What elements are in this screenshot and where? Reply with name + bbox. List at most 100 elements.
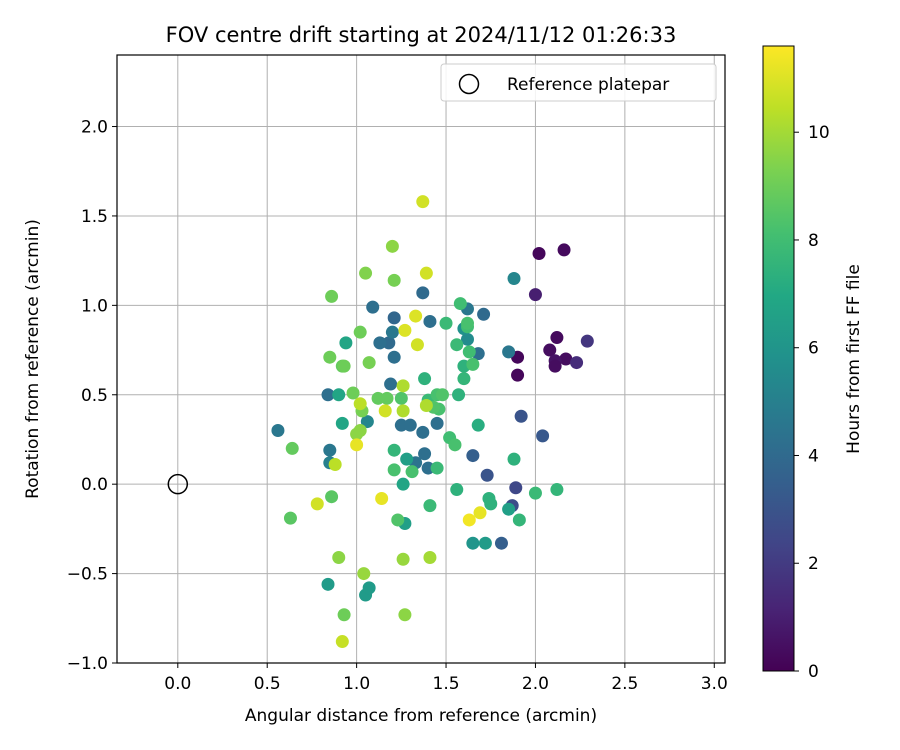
data-point [439,316,453,330]
data-point [394,391,408,405]
data-point [507,272,521,286]
data-point [398,323,412,337]
data-point [410,338,424,352]
data-point [323,443,337,457]
data-point [271,424,285,438]
data-point [387,273,401,287]
data-point [387,311,401,325]
data-point [335,635,349,649]
data-point [400,452,414,466]
legend-box [440,63,717,102]
colorbar-tick-label: 6 [808,339,819,359]
data-point [384,377,398,391]
colorbar-tick-label: 10 [808,123,830,143]
data-point [346,386,360,400]
y-tick-label: 1.0 [81,296,108,316]
data-point [359,266,373,280]
x-tick-label: 2.0 [522,674,549,694]
data-point [403,418,417,432]
data-point [283,511,297,525]
data-point [360,415,374,429]
legend: Reference platepar [440,63,717,102]
x-tick-label: 0.5 [254,674,281,694]
y-tick-label: −1.0 [67,654,108,674]
data-point [396,379,410,393]
data-point [405,465,419,479]
data-point [387,463,401,477]
data-point [418,447,432,461]
data-point [321,388,335,402]
data-point [536,429,550,443]
data-point [507,452,521,466]
data-point [382,336,396,350]
data-point [385,325,399,339]
plot-frame [116,54,726,664]
data-point [332,388,346,402]
y-tick-label: 2.0 [81,118,108,138]
reference-platepar-marker [167,473,189,495]
y-tick-label: −0.5 [67,565,108,585]
data-point [435,388,449,402]
x-axis-label: Angular distance from reference (arcmin) [245,706,597,726]
data-point [419,398,433,412]
y-tick-label: 0.0 [81,475,108,495]
data-point [387,350,401,364]
data-point [580,334,594,348]
legend-reference-marker-icon [458,73,480,95]
colorbar-tick-label: 2 [808,554,819,574]
data-point [494,536,508,550]
data-point [528,288,542,302]
data-point [423,314,437,328]
data-point [478,536,492,550]
data-point [570,356,584,370]
data-point [543,343,557,357]
colorbar-tick-label: 8 [808,231,819,251]
data-point [362,356,376,370]
x-tick-label: 2.5 [611,674,638,694]
data-point [450,483,464,497]
data-points [271,195,594,649]
data-point [353,397,367,411]
x-tick-label: 3.0 [701,674,728,694]
data-point [398,608,412,622]
data-point [337,359,351,373]
colorbar-ticks: 0 2 4 6 8 10 [794,123,830,682]
data-point [321,577,335,591]
grid-lines [117,55,725,664]
data-point [416,286,430,300]
x-tick-label: 0.0 [164,674,191,694]
data-point [423,550,437,564]
data-point [548,359,562,373]
data-point [366,300,380,314]
data-point [532,246,546,260]
data-point [550,483,564,497]
colorbar-tick-label: 0 [808,662,819,682]
data-point [550,331,564,345]
data-point [448,438,462,452]
data-point [285,441,299,455]
data-point [484,497,498,511]
data-point [502,345,516,359]
data-point [409,309,423,323]
data-point [473,506,487,520]
data-point [332,550,346,564]
data-point [337,608,351,622]
data-point [557,243,571,257]
data-point [396,552,410,566]
x-tick-label: 1.0 [343,674,370,694]
data-point [335,416,349,430]
data-point [502,502,516,516]
y-tick-label: 0.5 [81,386,108,406]
data-point [559,352,573,366]
data-point [328,458,342,472]
y-tick-label: 1.5 [81,207,108,227]
data-point [375,491,389,505]
data-point [325,490,339,504]
data-point [462,513,476,527]
data-point [460,332,474,346]
data-point [385,239,399,253]
colorbar-gradient [762,45,795,672]
colorbar-label: Hours from first FF file [844,264,864,454]
data-point [339,336,353,350]
